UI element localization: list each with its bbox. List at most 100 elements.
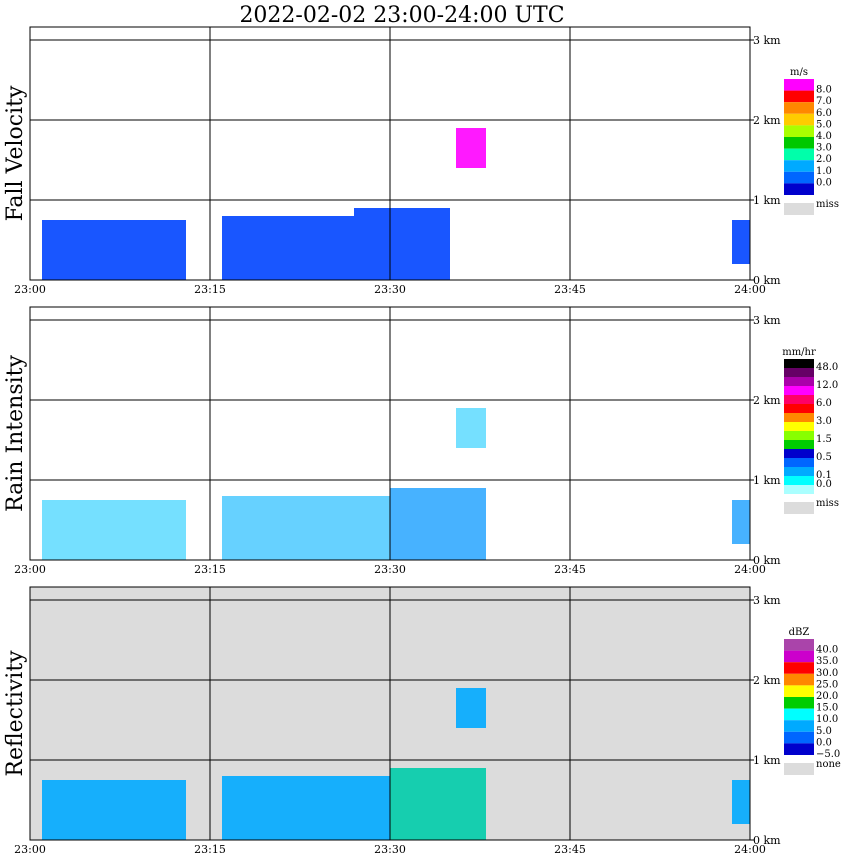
plot-border — [29, 586, 751, 841]
y-tick-label: 2 km — [753, 114, 781, 127]
echo-region — [354, 208, 450, 280]
echo-region — [732, 500, 750, 544]
echo-region — [732, 780, 750, 824]
legend-label: 3.0 — [816, 143, 832, 154]
legend-label: 30.0 — [816, 668, 838, 679]
y-tick-label: 3 km — [753, 594, 781, 607]
panel-fall-velocity: 0 km 1 km 2 km 3 km 23:00 23:15 23:30 23:45 24:0… — [3, 26, 839, 296]
legend-label: 5.0 — [816, 119, 832, 130]
legend-swatch — [784, 458, 814, 467]
y-tick-label: 1 km — [753, 194, 781, 207]
echo-region — [390, 488, 486, 560]
legend-label: −5.0 — [816, 749, 840, 760]
legend-swatch — [784, 467, 814, 476]
panel-rain-intensity: 0 km 1 km 2 km 3 km 23:00 23:15 23:30 23:45 24:0… — [3, 306, 839, 576]
legend-swatch — [784, 673, 814, 686]
x-tick-label: 23:00 — [14, 843, 46, 856]
legend-swatch — [784, 731, 814, 744]
legend-label: 20.0 — [816, 691, 838, 702]
echo-region — [390, 768, 486, 840]
legend-label: 0.5 — [816, 452, 832, 463]
echo-region — [732, 220, 750, 264]
legend-miss-swatch — [784, 203, 814, 215]
echo-region — [42, 500, 186, 560]
echo-region — [42, 220, 186, 280]
legend-swatch — [784, 359, 814, 368]
x-tick-label: 23:15 — [194, 563, 226, 576]
y-tick-label: 2 km — [753, 674, 781, 687]
x-tick-label: 23:45 — [554, 283, 586, 296]
legend-label: 10.0 — [816, 714, 838, 725]
legend-miss-swatch — [784, 763, 814, 775]
legend-swatch — [784, 422, 814, 431]
legend-label: 5.0 — [816, 726, 832, 737]
echo-region — [222, 776, 390, 840]
legend-swatch — [784, 413, 814, 422]
y-tick-label: 1 km — [753, 754, 781, 767]
legend-label: 35.0 — [816, 656, 838, 667]
plot-border — [29, 306, 751, 561]
figure-title: 2022-02-02 23:00-24:00 UTC — [239, 3, 564, 28]
y-tick-label: 2 km — [753, 394, 781, 407]
plot-border — [29, 26, 751, 281]
legend-swatch — [784, 148, 814, 161]
legend-unit: mm/hr — [782, 347, 816, 358]
legend-swatch — [784, 102, 814, 114]
echo-region — [456, 128, 486, 168]
legend-swatch — [784, 386, 814, 395]
legend-label: 3.0 — [816, 416, 832, 427]
echo-region — [456, 408, 486, 448]
y-tick-label: 1 km — [753, 474, 781, 487]
legend-miss-swatch — [784, 502, 814, 514]
y-tick-label: 0 km — [753, 554, 781, 567]
x-tick-label: 23:45 — [554, 843, 586, 856]
legend-swatch — [784, 662, 814, 674]
y-tick-label: 3 km — [753, 34, 781, 47]
panel-label: Fall Velocity — [3, 85, 28, 221]
x-tick-label: 23:15 — [194, 283, 226, 296]
echo-region — [456, 688, 486, 728]
legend-swatch — [784, 431, 814, 440]
echo-region — [222, 496, 390, 560]
legend-label: 0.0 — [816, 177, 832, 188]
legend-label: 6.0 — [816, 108, 832, 119]
legend-label: 12.0 — [816, 380, 838, 391]
legend-swatch — [784, 404, 814, 413]
legend-label: 0.1 — [816, 470, 832, 481]
y-tick-label: 0 km — [753, 274, 781, 287]
legend-unit: dBZ — [789, 627, 810, 638]
legend-swatch — [784, 449, 814, 458]
legend-miss-label: miss — [816, 199, 839, 210]
x-tick-label: 24:00 — [734, 843, 766, 856]
x-tick-label: 23:45 — [554, 563, 586, 576]
legend-swatch — [784, 368, 814, 377]
legend-miss-label: none — [816, 759, 841, 770]
legend-label: 2.0 — [816, 154, 832, 165]
legend-label: 0.0 — [816, 479, 832, 490]
legend-swatch — [784, 113, 814, 126]
legend-swatch — [784, 720, 814, 732]
legend-swatch — [784, 697, 814, 709]
legend-label: 1.0 — [816, 166, 832, 177]
x-tick-label: 23:15 — [194, 843, 226, 856]
y-tick-label: 3 km — [753, 314, 781, 327]
legend-label: 7.0 — [816, 96, 832, 107]
legend-swatch — [784, 743, 814, 755]
legend-label: 8.0 — [816, 85, 832, 96]
legend-swatch — [784, 650, 814, 663]
panels: 0 km 1 km 2 km 3 km 23:00 23:15 23:30 23:45 24:0… — [3, 26, 841, 856]
legend-label: 0.0 — [816, 737, 832, 748]
legend-label: 6.0 — [816, 398, 832, 409]
panel-label: Reflectivity — [3, 650, 28, 777]
panel-label: Rain Intensity — [3, 354, 28, 511]
legend-swatch — [784, 137, 814, 149]
x-tick-label: 24:00 — [734, 563, 766, 576]
legend-swatch — [784, 183, 814, 195]
legend-swatch — [784, 476, 814, 485]
legend-swatch — [784, 125, 814, 137]
panel-reflectivity: 0 km 1 km 2 km 3 km 23:00 23:15 23:30 23:45 24:0… — [3, 586, 841, 856]
x-tick-label: 23:30 — [374, 843, 406, 856]
echo-region — [42, 780, 186, 840]
x-tick-label: 24:00 — [734, 283, 766, 296]
legend-label: 1.5 — [816, 434, 832, 445]
